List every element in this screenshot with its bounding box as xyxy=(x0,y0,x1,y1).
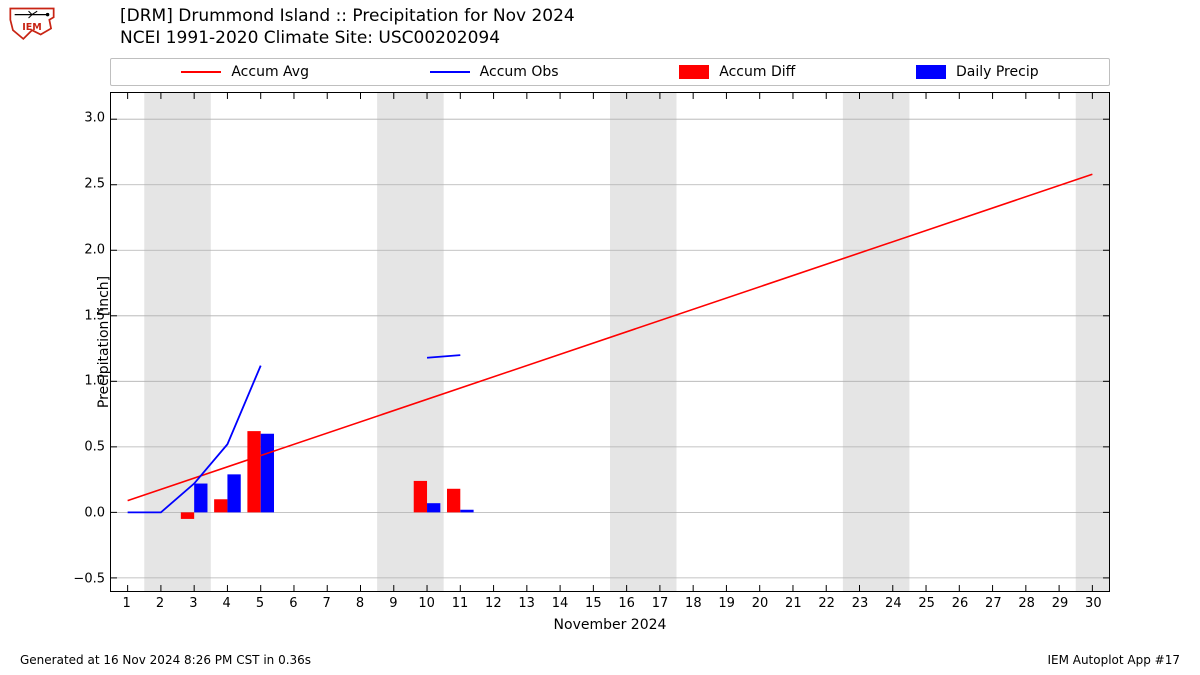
x-tick-label: 24 xyxy=(878,596,908,611)
chart-title-line1: [DRM] Drummond Island :: Precipitation f… xyxy=(120,6,575,26)
x-tick-label: 1 xyxy=(112,596,142,611)
x-tick-label: 12 xyxy=(478,596,508,611)
legend-label: Accum Diff xyxy=(719,64,795,80)
legend-label: Accum Obs xyxy=(480,64,559,80)
legend-item: Daily Precip xyxy=(916,64,1039,80)
x-tick-label: 5 xyxy=(245,596,275,611)
x-tick-label: 10 xyxy=(412,596,442,611)
chart-plot-area xyxy=(110,92,1110,592)
x-tick-label: 18 xyxy=(678,596,708,611)
x-axis-label: November 2024 xyxy=(110,617,1110,633)
y-tick-label: 0.5 xyxy=(65,440,105,455)
x-tick-label: 13 xyxy=(512,596,542,611)
x-tick-label: 3 xyxy=(178,596,208,611)
legend-swatch xyxy=(916,65,946,79)
chart-legend: Accum Avg Accum Obs Accum Diff Daily Precip xyxy=(110,58,1110,86)
x-tick-label: 23 xyxy=(845,596,875,611)
y-tick-label: 3.0 xyxy=(65,111,105,126)
x-tick-label: 4 xyxy=(212,596,242,611)
svg-text:IEM: IEM xyxy=(22,22,42,33)
x-tick-label: 16 xyxy=(612,596,642,611)
y-tick-label: 1.5 xyxy=(65,308,105,323)
x-tick-label: 28 xyxy=(1012,596,1042,611)
legend-label: Daily Precip xyxy=(956,64,1039,80)
y-tick-label: −0.5 xyxy=(65,571,105,586)
iem-logo: IEM xyxy=(6,4,58,46)
legend-swatch xyxy=(181,71,221,73)
x-tick-label: 17 xyxy=(645,596,675,611)
chart-title-line2: NCEI 1991-2020 Climate Site: USC00202094 xyxy=(120,28,575,48)
y-tick-label: 0.0 xyxy=(65,506,105,521)
legend-item: Accum Diff xyxy=(679,64,795,80)
legend-swatch xyxy=(679,65,709,79)
x-tick-label: 9 xyxy=(378,596,408,611)
x-tick-label: 29 xyxy=(1045,596,1075,611)
x-tick-label: 27 xyxy=(978,596,1008,611)
y-tick-label: 2.0 xyxy=(65,242,105,257)
x-tick-label: 2 xyxy=(145,596,175,611)
x-tick-label: 14 xyxy=(545,596,575,611)
x-tick-label: 19 xyxy=(712,596,742,611)
legend-item: Accum Obs xyxy=(430,64,559,80)
x-tick-label: 21 xyxy=(778,596,808,611)
x-tick-label: 11 xyxy=(445,596,475,611)
x-tick-label: 20 xyxy=(745,596,775,611)
legend-item: Accum Avg xyxy=(181,64,309,80)
x-tick-label: 6 xyxy=(278,596,308,611)
x-tick-label: 15 xyxy=(578,596,608,611)
x-tick-label: 26 xyxy=(945,596,975,611)
x-tick-label: 7 xyxy=(312,596,342,611)
x-tick-label: 30 xyxy=(1078,596,1108,611)
x-tick-label: 22 xyxy=(812,596,842,611)
legend-swatch xyxy=(430,71,470,73)
footer-generated-text: Generated at 16 Nov 2024 8:26 PM CST in … xyxy=(20,653,311,667)
y-tick-label: 1.0 xyxy=(65,374,105,389)
y-tick-label: 2.5 xyxy=(65,177,105,192)
x-tick-label: 25 xyxy=(912,596,942,611)
x-tick-label: 8 xyxy=(345,596,375,611)
legend-label: Accum Avg xyxy=(231,64,309,80)
footer-app-text: IEM Autoplot App #17 xyxy=(1047,653,1180,667)
